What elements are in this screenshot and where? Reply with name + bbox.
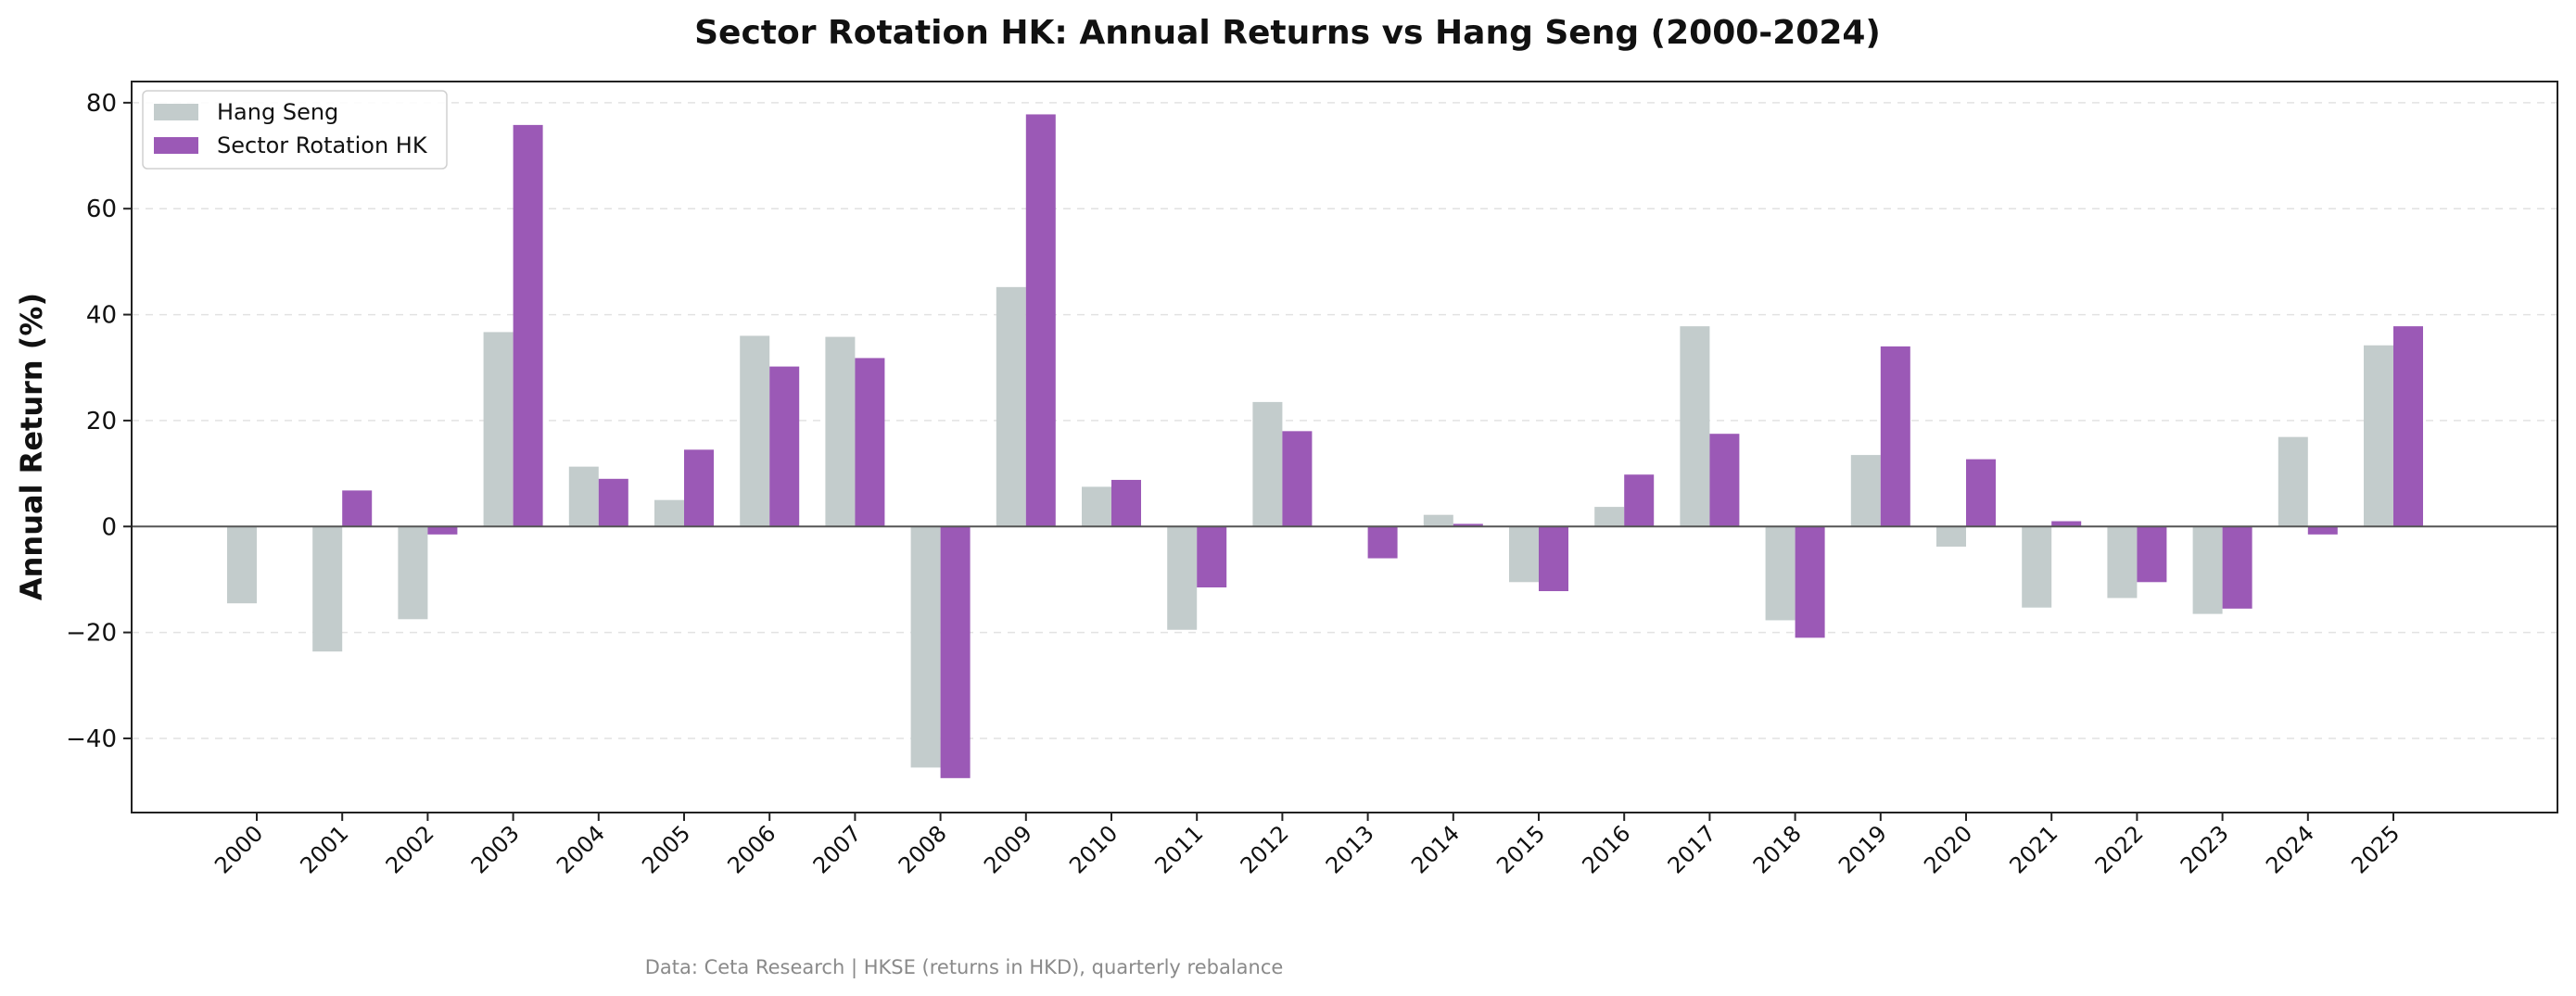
- legend-frame: [142, 90, 448, 170]
- bar-hang-seng-2019: [1850, 455, 1881, 527]
- chart-title: Sector Rotation HK: Annual Returns vs Ha…: [694, 14, 1881, 52]
- x-tick-label: 2000: [209, 820, 268, 878]
- x-tick-label: 2018: [1748, 820, 1807, 878]
- legend-swatch: [154, 137, 198, 154]
- x-tick-label: 2022: [2090, 820, 2149, 878]
- bar-hang-seng-2002: [398, 526, 428, 620]
- bar-hang-seng-2020: [1936, 526, 1966, 547]
- bar-sector-rotation-2001: [342, 490, 373, 527]
- bar-hang-seng-2022: [2107, 526, 2138, 599]
- x-tick-label: 2024: [2261, 820, 2319, 878]
- x-tick-label: 2016: [1577, 820, 1635, 878]
- bar-sector-rotation-2003: [513, 124, 543, 527]
- x-tick-label: 2025: [2346, 820, 2405, 878]
- x-tick-label: 2021: [2004, 820, 2062, 878]
- x-tick-label: 2012: [1236, 820, 1294, 878]
- bar-sector-rotation-2017: [1709, 434, 1740, 527]
- x-tick-label: 2008: [894, 820, 952, 878]
- bar-hang-seng-2025: [2364, 345, 2393, 527]
- y-tick-label: 80: [86, 90, 117, 118]
- x-tick-label: 2023: [2176, 820, 2234, 878]
- legend: Hang Seng Sector Rotation HK: [142, 90, 448, 170]
- bar-hang-seng-2008: [910, 526, 941, 768]
- bar-hang-seng-2024: [2278, 436, 2308, 527]
- bar-hang-seng-2021: [2022, 526, 2052, 608]
- y-tick-label: −40: [66, 725, 117, 753]
- x-tick-label: 2020: [1919, 820, 1977, 878]
- bar-sector-rotation-2024: [2307, 526, 2338, 535]
- bar-hang-seng-2016: [1594, 507, 1625, 527]
- y-tick-label: 40: [86, 302, 117, 330]
- bar-sector-rotation-2021: [2051, 521, 2082, 527]
- bar-sector-rotation-2015: [1539, 526, 1568, 592]
- bar-sector-rotation-2008: [940, 526, 971, 778]
- x-tick-label: 2009: [979, 820, 1037, 878]
- x-tick-label: 2017: [1663, 820, 1721, 878]
- bar-sector-rotation-2009: [1025, 114, 1056, 527]
- bar-sector-rotation-2022: [2137, 526, 2167, 583]
- x-tick-label: 2007: [808, 820, 867, 878]
- bar-hang-seng-2010: [1082, 486, 1111, 527]
- bar-hang-seng-2017: [1680, 326, 1710, 527]
- y-tick-label: 60: [86, 195, 117, 223]
- x-tick-label: 2011: [1149, 820, 1208, 878]
- bar-hang-seng-2003: [483, 332, 514, 527]
- bar-sector-rotation-2016: [1624, 474, 1655, 527]
- bar-sector-rotation-2012: [1282, 431, 1313, 527]
- bar-hang-seng-2018: [1765, 526, 1796, 621]
- footnote: Data: Ceta Research | HKSE (returns in H…: [645, 956, 1284, 979]
- bar-hang-seng-2006: [740, 335, 770, 527]
- x-tick-label: 2003: [466, 820, 525, 878]
- y-tick-label: −20: [66, 620, 117, 648]
- x-tick-label: 2002: [381, 820, 439, 878]
- bar-hang-seng-2012: [1252, 401, 1283, 527]
- bar-hang-seng-2009: [996, 286, 1026, 527]
- x-tick-label: 2001: [295, 820, 353, 878]
- y-axis-label: Annual Return (%): [14, 293, 49, 600]
- bar-sector-rotation-2019: [1880, 346, 1910, 527]
- bar-sector-rotation-2014: [1453, 523, 1483, 527]
- y-axis: −40 −20 0 20 40 60 80: [66, 90, 132, 753]
- x-tick-label: 2013: [1321, 820, 1379, 878]
- bar-sector-rotation-2011: [1197, 526, 1227, 588]
- bar-sector-rotation-2020: [1966, 459, 1996, 527]
- x-tick-label: 2019: [1834, 820, 1892, 878]
- bars: [227, 114, 2423, 778]
- legend-label: Sector Rotation HK: [217, 132, 428, 158]
- legend-swatch: [154, 104, 198, 120]
- bar-sector-rotation-2004: [598, 478, 628, 527]
- x-tick-label: 2010: [1064, 820, 1123, 878]
- bar-sector-rotation-2005: [684, 449, 714, 527]
- bar-sector-rotation-2013: [1367, 526, 1398, 559]
- x-axis: 2000 2001 2002 2003 2004 2005 2006 2007 2008 2009…: [209, 813, 2405, 878]
- bar-hang-seng-2000: [227, 526, 257, 604]
- bar-sector-rotation-2002: [427, 526, 458, 535]
- x-tick-label: 2006: [722, 820, 780, 878]
- bar-hang-seng-2011: [1167, 526, 1198, 630]
- bar-sector-rotation-2023: [2222, 526, 2252, 609]
- bar-sector-rotation-2025: [2393, 326, 2423, 527]
- bar-hang-seng-2014: [1423, 514, 1453, 527]
- x-tick-label: 2014: [1406, 820, 1465, 878]
- bar-hang-seng-2004: [568, 466, 599, 527]
- bar-sector-rotation-2006: [769, 366, 800, 527]
- bar-sector-rotation-2007: [855, 358, 885, 527]
- y-tick-label: 0: [101, 513, 117, 541]
- y-tick-label: 20: [86, 408, 117, 435]
- x-tick-label: 2004: [552, 820, 610, 878]
- plot-frame: [131, 81, 2558, 813]
- x-tick-label: 2015: [1491, 820, 1550, 878]
- bar-sector-rotation-2010: [1111, 479, 1141, 527]
- legend-label: Hang Seng: [217, 99, 338, 125]
- bar-hang-seng-2005: [654, 499, 684, 527]
- x-tick-label: 2005: [637, 820, 695, 878]
- bar-hang-seng-2023: [2192, 526, 2223, 614]
- bar-hang-seng-2007: [825, 336, 856, 527]
- bar-hang-seng-2001: [312, 526, 343, 652]
- bar-sector-rotation-2018: [1795, 526, 1825, 638]
- bar-hang-seng-2015: [1509, 526, 1539, 583]
